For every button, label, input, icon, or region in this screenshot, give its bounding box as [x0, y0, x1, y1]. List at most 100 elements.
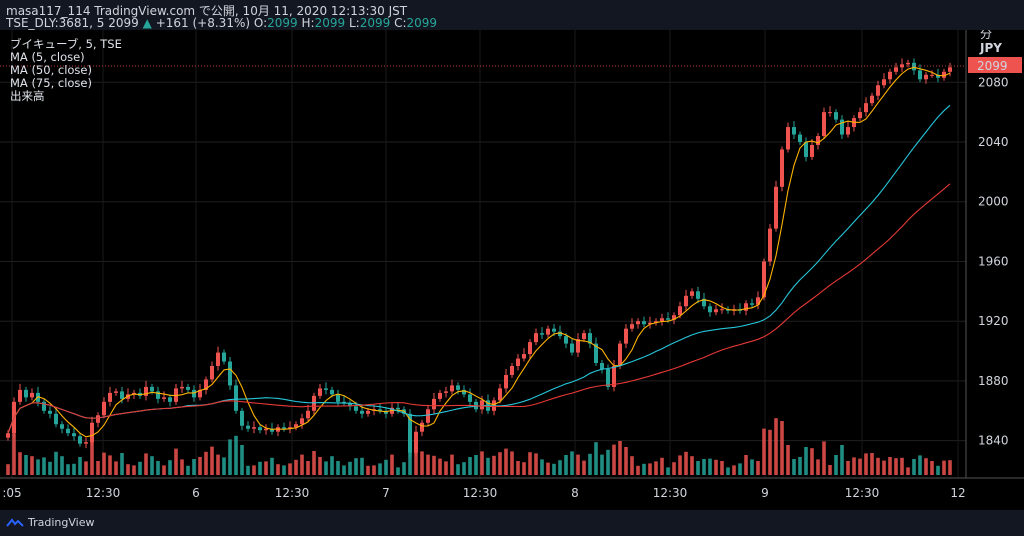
candle-body: [600, 363, 604, 369]
legend: ブイキューブ, 5, TSE MA (5, close) MA (50, clo…: [10, 37, 122, 103]
price-axis[interactable]: 分 JPY 2099 2080 2040 2000 1960 1920 1880 1840: [965, 30, 1024, 478]
volume-bar: [372, 465, 376, 475]
candle-body: [114, 391, 118, 393]
volume-bar: [96, 461, 100, 475]
volume-bar: [342, 465, 346, 475]
volume-bar: [672, 462, 676, 475]
volume-bar: [360, 457, 364, 475]
candle-body: [270, 428, 274, 432]
candle-body: [834, 112, 838, 120]
candle-body: [42, 401, 46, 411]
volume-bar: [468, 457, 472, 475]
volume-bar: [756, 461, 760, 475]
open-value: 2099: [267, 16, 298, 30]
candle-body: [714, 309, 718, 313]
candle-body: [582, 333, 586, 340]
candle-body: [330, 389, 334, 395]
candle-body: [612, 366, 616, 387]
volume-bar: [876, 457, 880, 475]
candle-body: [930, 74, 934, 76]
volume-bar: [888, 457, 892, 475]
candle-body: [438, 392, 442, 399]
volume-bar: [552, 463, 556, 475]
currency-label: JPY: [979, 41, 1002, 55]
price-tick-label: 2040: [978, 135, 1009, 149]
candle-body: [246, 425, 250, 429]
legend-ma5: MA (5, close): [10, 50, 85, 64]
tradingview-icon: [6, 517, 24, 527]
candle-body: [450, 385, 454, 392]
candle-body: [426, 409, 430, 423]
candle-body: [90, 422, 94, 443]
volume-bar: [918, 455, 922, 475]
volume-bar: [648, 463, 652, 475]
volume-bar: [336, 461, 340, 475]
candle-body: [60, 424, 64, 429]
volume-bar: [942, 460, 946, 475]
candle-body: [186, 386, 190, 390]
ohlc-row: TSE_DLY:3681, 5 2099 ▲ +161 (+8.31%) O:2…: [6, 16, 437, 30]
volume-bar: [750, 459, 754, 475]
close-value: 2099: [406, 16, 438, 30]
candle-body: [786, 127, 790, 150]
volume-bar: [564, 455, 568, 475]
volume-bar: [30, 456, 34, 475]
candle-body: [462, 389, 466, 395]
volume-bar: [258, 461, 262, 475]
candle-body: [18, 389, 22, 402]
candle-body: [522, 354, 526, 359]
candle-body: [948, 67, 952, 72]
candle-body: [234, 385, 238, 411]
candle-body: [432, 398, 436, 410]
volume-bar: [390, 454, 394, 475]
volume-bar: [48, 461, 52, 475]
candle-body: [66, 428, 70, 434]
candle-body: [318, 388, 322, 396]
volume-bar: [804, 447, 808, 475]
volume-bar: [690, 456, 694, 475]
volume-bar: [306, 461, 310, 475]
candlesticks: [6, 58, 952, 458]
volume-bar: [210, 446, 214, 475]
candle-body: [408, 413, 412, 453]
time-tick-label: 12:30: [463, 486, 498, 500]
volume-bar: [330, 456, 334, 475]
candle-body: [690, 291, 694, 296]
volume-bar: [810, 448, 814, 475]
candle-body: [900, 64, 904, 68]
high-label: H:: [301, 16, 315, 30]
price-tick-label: 1920: [978, 314, 1009, 328]
candle-body: [822, 112, 826, 137]
volume-bar: [546, 462, 550, 475]
candle-body: [6, 433, 10, 438]
candle-body: [558, 331, 562, 337]
time-tick-label: 12: [950, 486, 965, 500]
candle-body: [30, 392, 34, 398]
candle-body: [606, 368, 610, 387]
candle-body: [396, 407, 400, 410]
volume-bar: [12, 433, 16, 475]
volume-bar: [906, 467, 910, 475]
volume-bar: [324, 461, 328, 475]
candle-body: [846, 127, 850, 135]
candle-body: [624, 328, 628, 344]
volume-bar: [318, 457, 322, 475]
volume-bar: [522, 462, 526, 475]
tradingview-brand: TradingView: [28, 516, 95, 529]
volume-bar: [534, 453, 538, 475]
candle-body: [180, 386, 184, 389]
volume-bar: [108, 455, 112, 475]
candle-body: [96, 415, 100, 423]
volume-bar: [18, 452, 22, 475]
time-tick-label: 8: [571, 486, 579, 500]
volume-bar: [300, 454, 304, 475]
volume-bar: [198, 457, 202, 475]
volume-bar: [930, 461, 934, 475]
candle-body: [210, 366, 214, 380]
volume-bar: [684, 451, 688, 475]
tradingview-logo[interactable]: TradingView: [6, 516, 94, 529]
volume-bar: [174, 448, 178, 475]
price-chart[interactable]: ブイキューブ, 5, TSE MA (5, close) MA (50, clo…: [0, 30, 1024, 510]
low-value: 2099: [359, 16, 391, 30]
time-axis[interactable]: :05 12:30 6 12:30 7 12:30 8 12:30 9 12:30 12: [0, 477, 1024, 500]
